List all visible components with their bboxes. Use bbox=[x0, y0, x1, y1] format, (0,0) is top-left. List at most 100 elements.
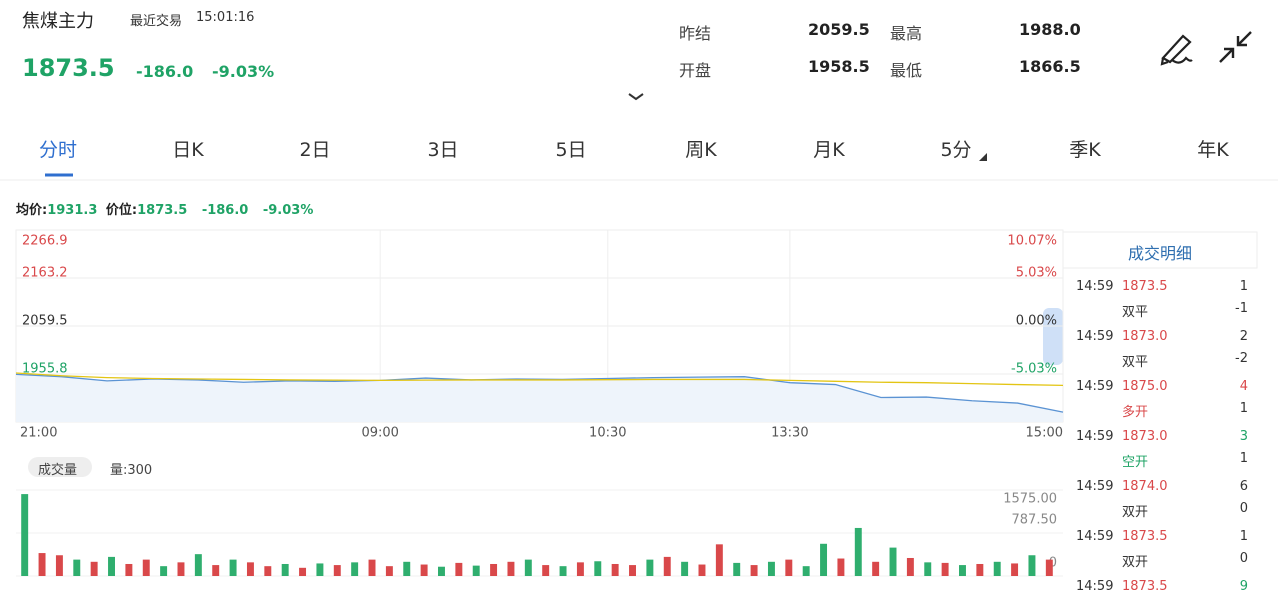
x-tick-label: 09:00 bbox=[361, 426, 398, 441]
avg-value: 1931.3 bbox=[47, 203, 98, 218]
change-pct: -9.03% bbox=[212, 62, 275, 81]
volume-bar bbox=[281, 563, 289, 576]
y-tick-label: 2266.9 bbox=[22, 234, 68, 249]
trade-volume: 4 bbox=[1239, 379, 1248, 394]
tab[interactable]: 2日 bbox=[299, 139, 331, 161]
trade-time: 14:59 bbox=[1076, 479, 1114, 494]
trade-time: 14:59 bbox=[1076, 329, 1114, 344]
trade-time: 14:59 bbox=[1076, 279, 1114, 294]
volume-bar bbox=[264, 566, 272, 576]
volume-bar bbox=[663, 556, 671, 576]
y-tick-label: 1955.8 bbox=[22, 362, 68, 377]
volume-bar bbox=[229, 559, 237, 576]
volume-bar bbox=[420, 564, 428, 576]
trade-change: -1 bbox=[1235, 301, 1248, 316]
y-tick-label: 0 bbox=[1049, 556, 1057, 571]
volume-bar bbox=[646, 559, 654, 576]
volume-bar bbox=[976, 563, 984, 576]
expand-chevron[interactable] bbox=[628, 93, 644, 101]
tab[interactable]: 年K bbox=[1197, 139, 1229, 161]
x-tick-label: 13:30 bbox=[771, 426, 808, 441]
trade-volume: 2 bbox=[1239, 329, 1248, 344]
trade-volume: 1 bbox=[1239, 529, 1248, 544]
trades-title: 成交明细 bbox=[1127, 244, 1192, 263]
volume-bar bbox=[472, 565, 480, 576]
avg-label: 均价: bbox=[16, 203, 48, 218]
trade-type: 双开 bbox=[1122, 555, 1149, 570]
volume-bar bbox=[542, 565, 550, 576]
info-change-pct: -9.03% bbox=[262, 203, 314, 218]
price-line bbox=[15, 373, 1064, 413]
volume-bar bbox=[872, 561, 880, 576]
info-bar: 均价:1931.3 价位:1873.5 -186.0 -9.03% bbox=[16, 199, 313, 218]
tab[interactable]: 月K bbox=[813, 139, 845, 161]
volume-bar bbox=[837, 558, 845, 576]
stat-value: 1988.0 bbox=[1019, 20, 1081, 39]
tab[interactable]: 日K bbox=[172, 139, 204, 161]
volume-bar bbox=[333, 565, 341, 576]
trade-type: 多开 bbox=[1122, 405, 1149, 420]
stat-value: 1866.5 bbox=[1019, 57, 1081, 76]
volume-bar bbox=[455, 562, 463, 576]
tab[interactable]: 3日 bbox=[427, 139, 459, 161]
trade-type: 双平 bbox=[1122, 355, 1149, 370]
volume-bar bbox=[368, 559, 376, 576]
trade-label: 最近交易 bbox=[130, 14, 183, 29]
trade-volume: 1 bbox=[1239, 279, 1248, 294]
trade-price: 1873.0 bbox=[1122, 429, 1168, 444]
volume-bar bbox=[246, 562, 254, 576]
dropdown-arrow[interactable] bbox=[979, 153, 987, 161]
volume-bar bbox=[594, 561, 602, 576]
trade-volume: 3 bbox=[1239, 429, 1248, 444]
trade-change: 0 bbox=[1239, 501, 1248, 516]
contract-name: 焦煤主力 bbox=[22, 11, 94, 32]
volume-bar bbox=[941, 562, 949, 576]
volume-bar bbox=[507, 561, 515, 576]
trade-time: 14:59 bbox=[1076, 529, 1114, 544]
scroll-handle[interactable] bbox=[1043, 308, 1063, 365]
trade-type: 空开 bbox=[1122, 455, 1149, 470]
trade-change: 1 bbox=[1239, 401, 1248, 416]
y-tick-label: 787.50 bbox=[1012, 513, 1058, 528]
y-tick-label: 2163.2 bbox=[22, 266, 68, 281]
last-price: 1873.5 bbox=[22, 54, 115, 82]
draw-icon[interactable] bbox=[1160, 34, 1193, 66]
y2-tick-label: 5.03% bbox=[1016, 266, 1057, 281]
volume-bar bbox=[906, 557, 914, 576]
collapse-icon[interactable] bbox=[1219, 31, 1252, 63]
volume-bar bbox=[924, 562, 932, 576]
volume-bar bbox=[854, 527, 862, 576]
volume-bar bbox=[351, 562, 359, 576]
volume-bar bbox=[142, 559, 150, 576]
volume-bar bbox=[1028, 555, 1036, 576]
tab[interactable]: 5日 bbox=[555, 139, 587, 161]
y2-tick-label: 10.07% bbox=[1007, 234, 1057, 249]
volume-bar bbox=[681, 561, 689, 576]
volume-bar bbox=[629, 565, 636, 576]
volume-bar bbox=[733, 562, 741, 576]
y-tick-label: 2059.5 bbox=[22, 314, 68, 329]
volume-bar bbox=[715, 544, 723, 576]
trade-change: 1 bbox=[1239, 451, 1248, 466]
average-line bbox=[15, 372, 1064, 386]
tab[interactable]: 周K bbox=[685, 139, 717, 161]
trade-time: 14:59 bbox=[1076, 429, 1114, 444]
trade-time: 14:59 bbox=[1076, 579, 1114, 594]
volume-bar bbox=[108, 556, 115, 576]
volume-bar bbox=[559, 566, 567, 576]
volume-badge bbox=[28, 457, 92, 477]
volume-bar bbox=[160, 566, 168, 576]
trade-volume: 9 bbox=[1239, 579, 1248, 594]
volume-bar bbox=[316, 563, 324, 576]
tab[interactable]: 分时 bbox=[38, 139, 78, 161]
trade-price: 1873.5 bbox=[1122, 279, 1168, 294]
tab[interactable]: 5分 bbox=[940, 139, 972, 161]
y2-tick-label: -5.03% bbox=[1011, 361, 1057, 376]
tab[interactable]: 季K bbox=[1069, 139, 1101, 161]
volume-bar bbox=[576, 562, 584, 576]
x-tick-label: 15:00 bbox=[1026, 426, 1063, 441]
volume-bar bbox=[820, 543, 828, 576]
change: -186.0 bbox=[136, 62, 194, 81]
